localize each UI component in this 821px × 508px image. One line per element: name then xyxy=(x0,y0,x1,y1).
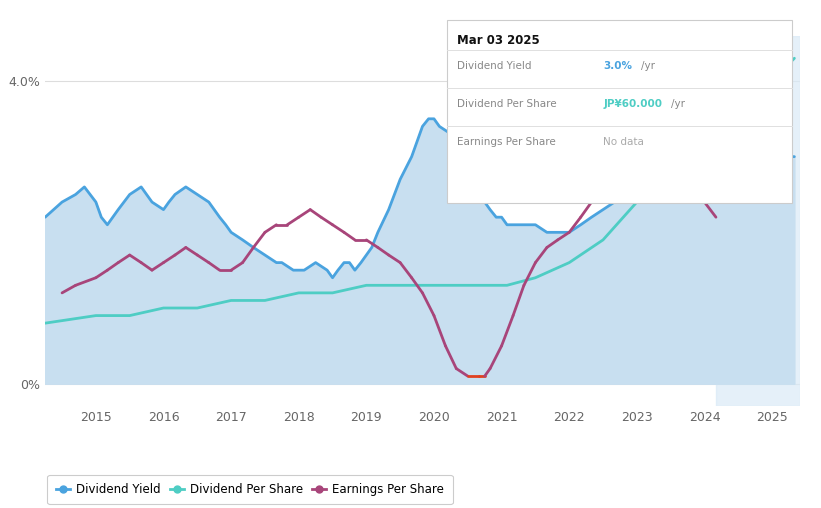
Text: Past: Past xyxy=(720,73,745,86)
Text: JP¥60.000: JP¥60.000 xyxy=(603,99,663,109)
Text: No data: No data xyxy=(603,137,644,147)
Text: 3.0%: 3.0% xyxy=(603,61,632,71)
Text: /yr: /yr xyxy=(641,61,655,71)
Text: Dividend Per Share: Dividend Per Share xyxy=(457,99,557,109)
Text: Mar 03 2025: Mar 03 2025 xyxy=(457,34,540,47)
Text: /yr: /yr xyxy=(671,99,685,109)
Bar xyxy=(716,36,800,406)
Text: Earnings Per Share: Earnings Per Share xyxy=(457,137,556,147)
Legend: Dividend Yield, Dividend Per Share, Earnings Per Share: Dividend Yield, Dividend Per Share, Earn… xyxy=(48,475,452,504)
Text: Dividend Yield: Dividend Yield xyxy=(457,61,532,71)
